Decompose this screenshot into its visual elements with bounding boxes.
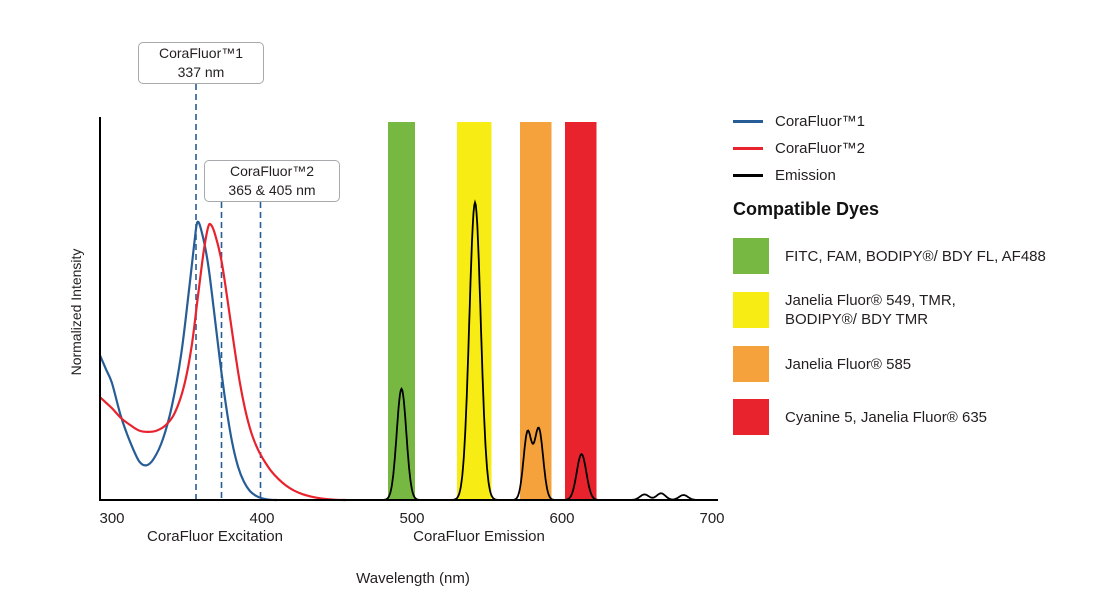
- dye-label-red: Cyanine 5, Janelia Fluor® 635: [785, 408, 988, 426]
- dye-swatch-yellow: [733, 292, 769, 328]
- dye-row-yellow: Janelia Fluor® 549, TMR, BODIPY®/ BDY TM…: [733, 291, 1105, 329]
- legend-label-corafluor2: CoraFluor™2: [775, 140, 866, 157]
- dye-row-red: Cyanine 5, Janelia Fluor® 635: [733, 399, 1105, 435]
- legend-row-corafluor2: CoraFluor™2: [733, 135, 1105, 162]
- legend-row-corafluor1: CoraFluor™1: [733, 108, 1105, 135]
- x-tick-label-500: 500: [399, 510, 424, 527]
- annotation-corafluor2: CoraFluor™2 365 & 405 nm: [204, 160, 340, 202]
- dye-swatch-green: [733, 238, 769, 274]
- x-tick-label-400: 400: [249, 510, 274, 527]
- legend-label-corafluor1: CoraFluor™1: [775, 113, 866, 130]
- corafluor1-line-swatch: [733, 120, 763, 123]
- dye-label-orange: Janelia Fluor® 585: [785, 355, 912, 373]
- annotation-corafluor1: CoraFluor™1 337 nm: [138, 42, 264, 84]
- x-section-label-emission: CoraFluor Emission: [413, 528, 545, 545]
- legend-row-emission: Emission: [733, 162, 1105, 189]
- dye-label-green: FITC, FAM, BODIPY®/ BDY FL, AF488: [785, 247, 1046, 265]
- x-tick-label-700: 700: [699, 510, 724, 527]
- legend: CoraFluor™1 CoraFluor™2 Emission Compati…: [733, 108, 1105, 452]
- spectra-chart: 300 400 500 600 700: [98, 84, 725, 527]
- legend-label-emission: Emission: [775, 167, 836, 184]
- corafluor2-line-swatch: [733, 147, 763, 150]
- dye-row-orange: Janelia Fluor® 585: [733, 346, 1105, 382]
- dye-band-red: [565, 122, 597, 500]
- annotation-corafluor2-title: CoraFluor™2: [229, 163, 315, 179]
- compatible-dyes-heading: Compatible Dyes: [733, 199, 880, 219]
- x-tick-label-600: 600: [549, 510, 574, 527]
- y-axis-label: Normalized Intensity: [68, 248, 84, 376]
- dye-row-green: FITC, FAM, BODIPY®/ BDY FL, AF488: [733, 238, 1105, 274]
- annotation-corafluor2-value: 365 & 405 nm: [228, 182, 316, 198]
- dye-band-yellow: [457, 122, 492, 500]
- annotation-corafluor1-value: 337 nm: [177, 64, 225, 80]
- x-section-label-excitation: CoraFluor Excitation: [147, 528, 283, 545]
- annotation-corafluor1-title: CoraFluor™1: [158, 45, 244, 61]
- curve-corafluor1: [98, 220, 278, 502]
- x-tick-label-300: 300: [99, 510, 124, 527]
- emission-line-swatch: [733, 174, 763, 177]
- x-axis-label: Wavelength (nm): [356, 570, 470, 587]
- curve-corafluor2: [99, 222, 347, 502]
- dye-band-green: [388, 122, 415, 500]
- dye-label-yellow: Janelia Fluor® 549, TMR, BODIPY®/ BDY TM…: [785, 292, 956, 328]
- dye-swatch-red: [733, 399, 769, 435]
- dye-swatch-orange: [733, 346, 769, 382]
